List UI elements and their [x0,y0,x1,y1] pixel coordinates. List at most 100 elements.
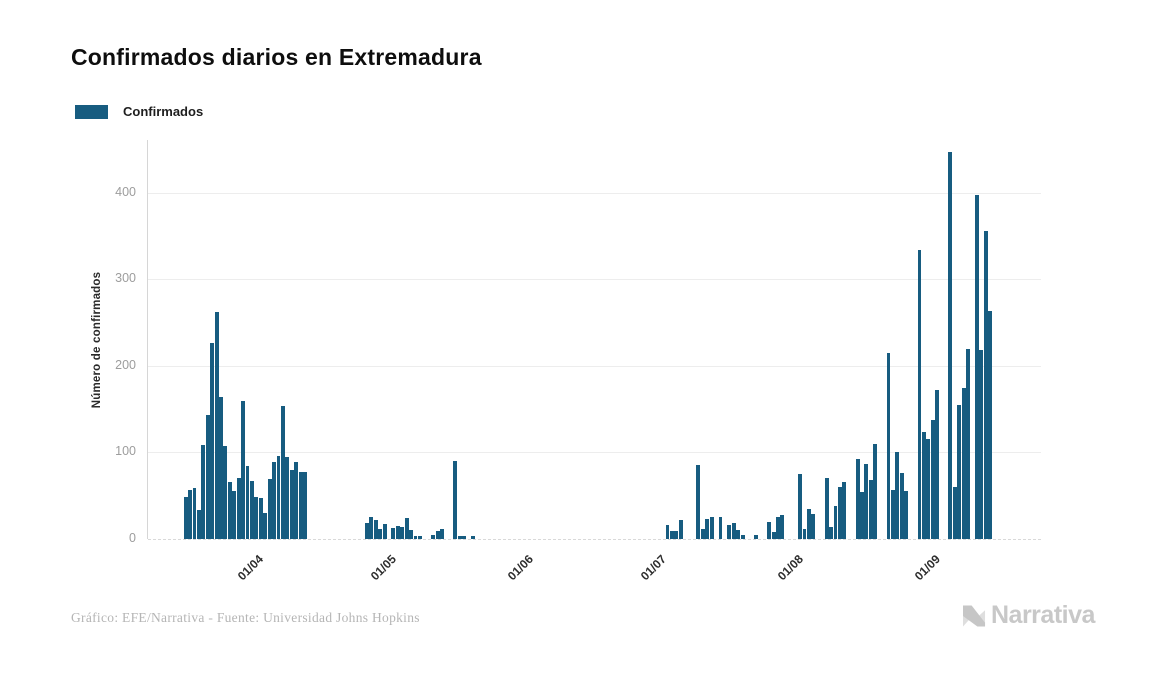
bar-day-155[interactable] [833,506,838,539]
bar-day-66[interactable] [440,529,444,539]
bar-day-19[interactable] [232,491,237,539]
bar-day-150[interactable] [811,513,816,539]
bar-day-30[interactable] [280,405,285,539]
bar-day-169[interactable] [895,451,900,539]
bar-day-29[interactable] [276,455,281,539]
bar-day-163[interactable] [868,480,873,539]
bar-day-140[interactable] [767,521,772,539]
bar-day-129[interactable] [718,517,723,539]
bar-day-120[interactable] [678,519,683,539]
bar-day-57[interactable] [400,526,405,539]
bar-day-174[interactable] [917,249,922,539]
bar-day-49[interactable] [364,523,369,539]
bar-day-142[interactable] [776,517,780,539]
bar-day-131[interactable] [727,525,732,539]
bar-day-51[interactable] [373,519,378,539]
bar-day-170[interactable] [899,473,904,539]
bar-day-143[interactable] [780,514,785,539]
bar-day-176[interactable] [926,438,931,539]
bar-day-25[interactable] [258,498,263,539]
bar-day-177[interactable] [930,419,935,539]
bar-day-16[interactable] [219,397,223,539]
bar-day-55[interactable] [391,527,396,539]
bar-day-69[interactable] [453,461,458,539]
bar-day-73[interactable] [471,535,475,539]
bar-day-15[interactable] [214,312,219,539]
bar-day-137[interactable] [753,534,758,539]
bar-day-10[interactable] [192,487,197,539]
bar-day-23[interactable] [249,481,254,539]
bar-day-164[interactable] [873,443,878,539]
bar-day-168[interactable] [890,489,895,539]
bar-day-59[interactable] [409,530,414,539]
bar-day-28[interactable] [272,461,276,539]
bar-day-148[interactable] [802,528,807,539]
bar-day-147[interactable] [798,474,803,539]
bar-day-171[interactable] [904,490,909,539]
bar-day-175[interactable] [921,431,926,539]
bar-day-21[interactable] [241,400,246,539]
bar-day-178[interactable] [935,390,940,539]
bar-day-157[interactable] [842,481,847,539]
bar-day-56[interactable] [395,526,400,539]
bar-day-11[interactable] [196,510,201,539]
bar-day-27[interactable] [267,479,272,539]
bar-day-58[interactable] [404,518,409,539]
bar-day-118[interactable] [669,531,674,539]
bar-day-117[interactable] [665,525,670,539]
bar-day-149[interactable] [806,508,811,539]
bar-day-33[interactable] [294,461,299,539]
bar-day-132[interactable] [731,522,736,539]
bar-day-52[interactable] [378,529,383,539]
bar-day-60[interactable] [413,535,418,539]
bar-day-26[interactable] [263,513,268,539]
bar-day-167[interactable] [886,352,891,539]
bar-day-70[interactable] [457,535,462,539]
bar-day-124[interactable] [696,464,701,539]
bar-day-20[interactable] [236,478,241,539]
bar-day-184[interactable] [961,387,966,539]
bar-day-32[interactable] [289,469,294,539]
bar-day-17[interactable] [223,445,228,539]
bar-day-162[interactable] [864,463,869,539]
legend-swatch-confirmados[interactable] [75,104,108,119]
bar-day-141[interactable] [771,532,776,539]
bar-day-24[interactable] [254,496,259,539]
bar-day-9[interactable] [188,489,192,539]
bar-day-71[interactable] [462,536,467,539]
bar-day-50[interactable] [369,517,374,539]
bar-day-133[interactable] [736,530,741,539]
bar-day-127[interactable] [709,517,714,539]
bar-day-31[interactable] [285,456,290,539]
bar-day-125[interactable] [700,529,705,539]
bar-day-181[interactable] [948,152,953,539]
bar-day-183[interactable] [957,404,962,539]
bar-day-13[interactable] [205,415,210,539]
bar-day-14[interactable] [210,342,215,539]
bar-day-134[interactable] [740,534,745,539]
legend-item-confirmados[interactable]: Confirmados [123,104,204,119]
bar-day-12[interactable] [201,444,206,539]
bar-day-190[interactable] [988,310,993,539]
bar-day-187[interactable] [974,195,979,539]
bar-day-35[interactable] [303,471,307,539]
bar-day-126[interactable] [705,519,710,539]
bar-day-64[interactable] [431,534,436,539]
bar-day-188[interactable] [979,350,984,539]
bar-day-182[interactable] [952,487,957,539]
bar-day-154[interactable] [829,526,833,539]
bar-day-34[interactable] [298,471,303,539]
bar-day-65[interactable] [435,531,440,539]
bar-day-153[interactable] [824,477,829,539]
bar-day-119[interactable] [674,531,679,539]
bar-day-156[interactable] [837,487,842,539]
bar-day-161[interactable] [860,492,864,539]
bar-day-18[interactable] [227,481,232,539]
bar-day-61[interactable] [417,536,422,539]
bar-day-8[interactable] [183,496,188,539]
bar-day-185[interactable] [966,348,971,539]
bar-day-22[interactable] [245,466,250,539]
bar-day-160[interactable] [855,458,860,539]
bar-day-189[interactable] [983,230,988,539]
bar-day-53[interactable] [382,524,387,539]
